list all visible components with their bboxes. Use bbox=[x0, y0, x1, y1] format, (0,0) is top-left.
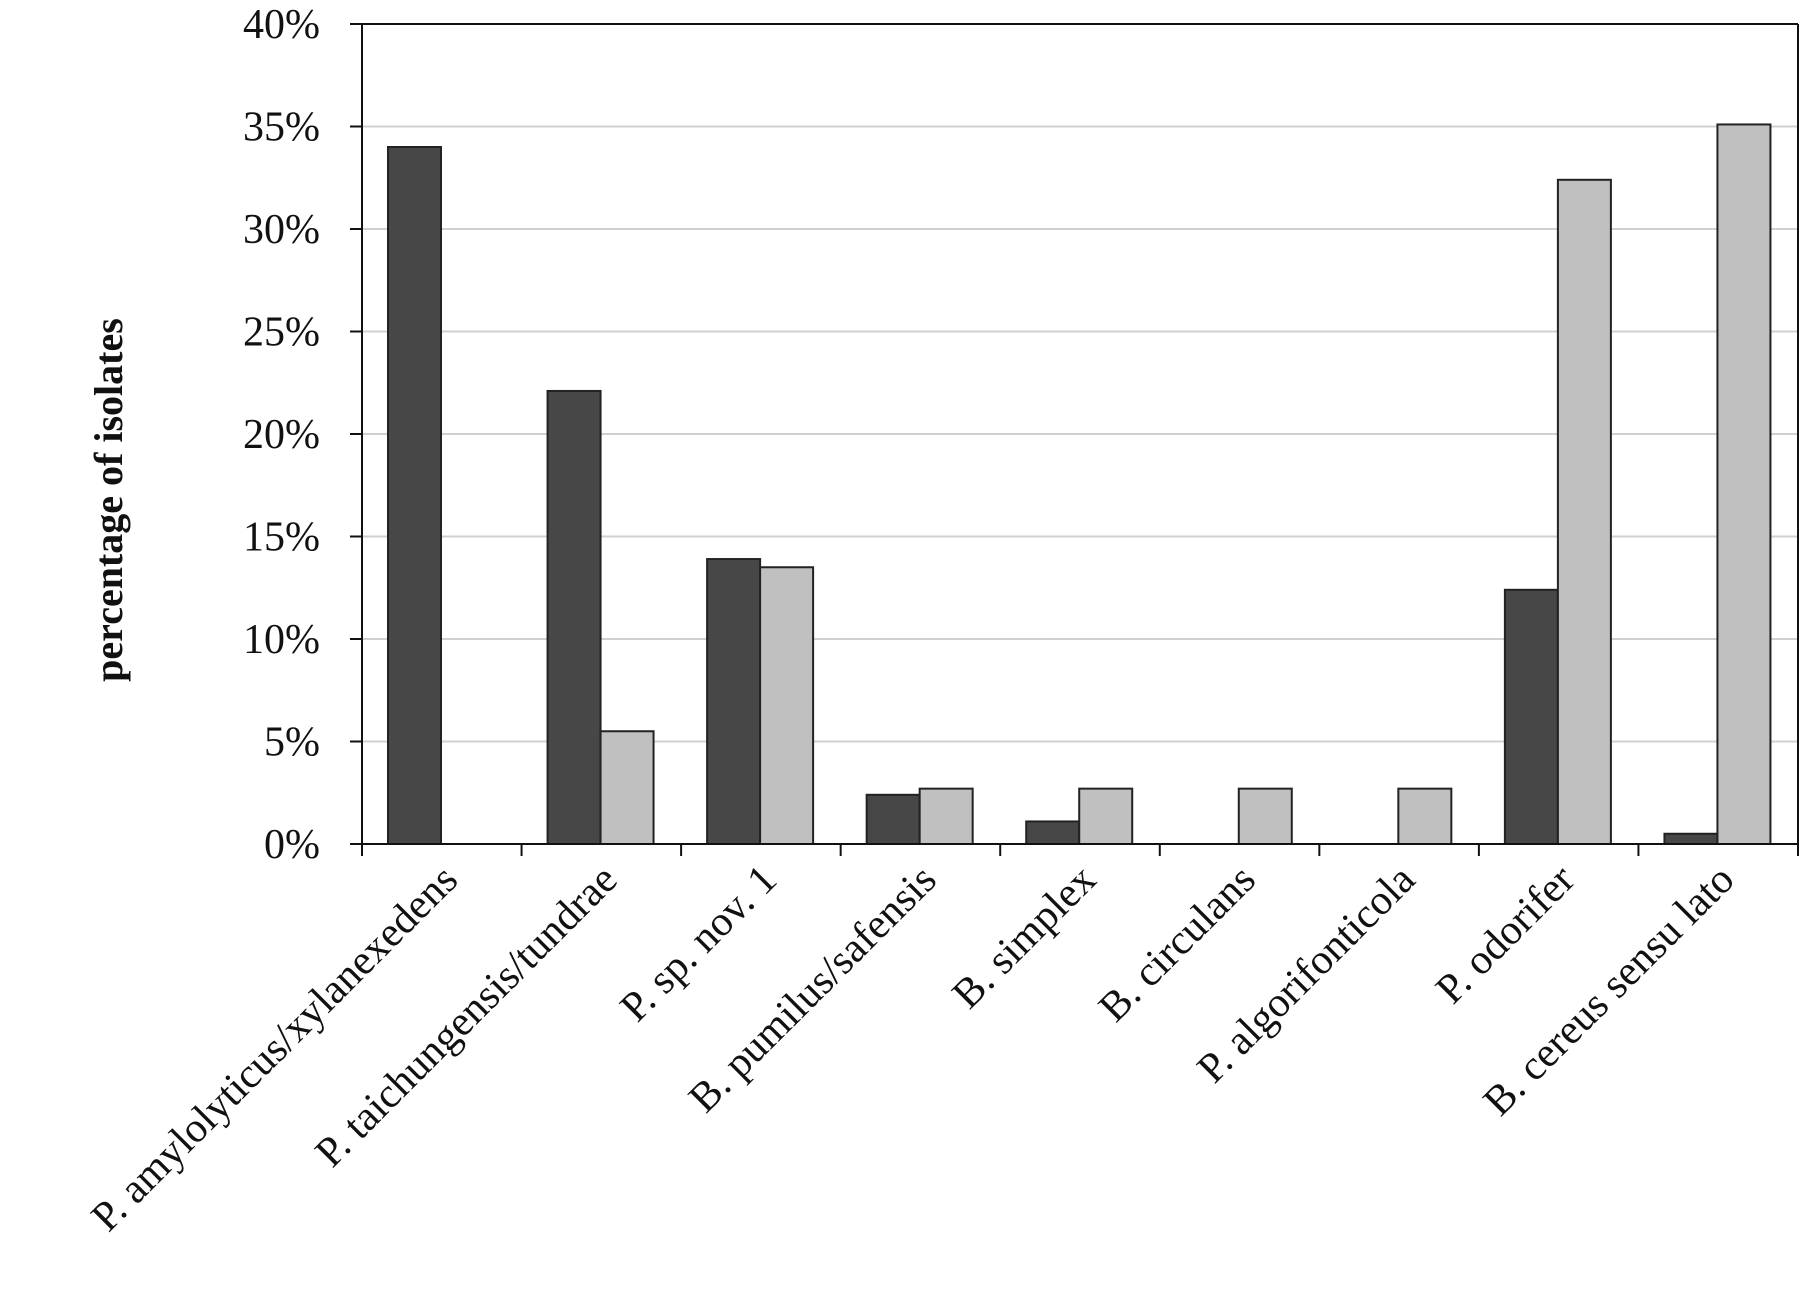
bar bbox=[1503, 588, 1559, 845]
y-tick-label: 35% bbox=[243, 105, 320, 151]
bar bbox=[1397, 787, 1453, 846]
y-axis-title: percentage of isolates bbox=[86, 318, 131, 682]
bar bbox=[918, 787, 974, 846]
y-tick-label: 5% bbox=[264, 720, 320, 766]
y-tick-label: 0% bbox=[264, 822, 320, 868]
bar bbox=[1716, 123, 1772, 845]
bar bbox=[387, 146, 442, 845]
x-category-label: B. simplex bbox=[944, 857, 1105, 1018]
bar bbox=[1025, 820, 1081, 846]
y-tick-label: 20% bbox=[243, 412, 320, 458]
bar bbox=[706, 558, 762, 845]
bar bbox=[1556, 178, 1612, 846]
axes bbox=[350, 23, 1799, 856]
y-tick-label: 10% bbox=[243, 617, 320, 663]
bar bbox=[599, 730, 655, 845]
bar bbox=[546, 389, 602, 845]
bar bbox=[1078, 787, 1134, 846]
y-tick-label: 15% bbox=[243, 515, 320, 561]
labels: 0%5%10%15%20%25%30%35%40%P. amylolyticus… bbox=[83, 2, 1743, 1240]
bar bbox=[1237, 787, 1293, 846]
x-category-label: P. sp. nov. 1 bbox=[612, 857, 786, 1031]
bars bbox=[387, 123, 1772, 846]
bar bbox=[865, 793, 921, 845]
x-category-label: B. circulans bbox=[1090, 857, 1264, 1031]
x-category-label: P. odorifer bbox=[1427, 857, 1583, 1013]
bar bbox=[1663, 832, 1719, 845]
y-tick-label: 30% bbox=[243, 207, 320, 253]
y-tick-label: 25% bbox=[243, 310, 320, 356]
x-category-label: P. taichungensis/tundrae bbox=[307, 857, 627, 1177]
y-tick-label: 40% bbox=[243, 2, 320, 48]
bar bbox=[759, 566, 815, 845]
